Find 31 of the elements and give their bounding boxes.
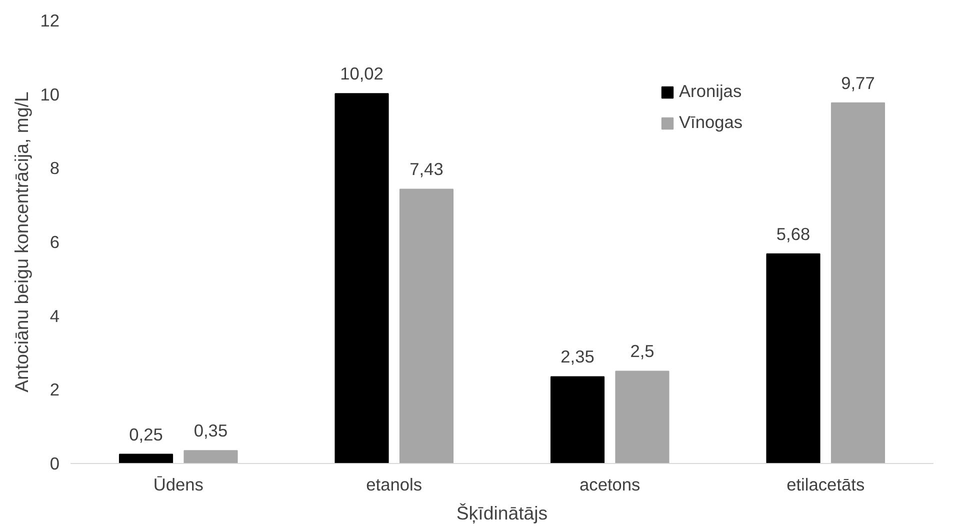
bar (334, 93, 389, 464)
data-label: 5,68 (776, 224, 810, 244)
y-tick-label: 12 (40, 10, 60, 30)
bar (830, 102, 886, 464)
y-tick-label: 4 (50, 306, 60, 326)
y-axis-title: Antociānu beigu koncentrācija, mg/L (11, 92, 32, 392)
legend-label: Vīnogas (679, 112, 743, 133)
y-tick-label: 8 (50, 158, 60, 178)
x-tick-label: Ūdens (153, 474, 204, 494)
legend-label: Aronijas (679, 81, 742, 102)
y-tick-label: 2 (50, 380, 60, 400)
bar (550, 376, 605, 464)
bar (184, 450, 238, 464)
y-tick-label: 6 (50, 232, 60, 252)
x-tick-label: acetons (580, 474, 641, 494)
data-label: 2,35 (560, 346, 594, 367)
data-label: 7,43 (410, 159, 444, 180)
bar (615, 370, 670, 464)
x-tick-label: etanols (366, 474, 422, 494)
x-tick-label: etilacetāts (786, 474, 865, 494)
bar (399, 188, 454, 464)
bar (766, 253, 820, 464)
data-label: 0,25 (129, 424, 163, 444)
data-label: 0,35 (194, 420, 228, 441)
data-label: 10,02 (340, 64, 384, 84)
bar (118, 454, 174, 464)
y-tick-label: 10 (40, 84, 60, 104)
data-label: 2,5 (630, 341, 654, 362)
data-label: 9,77 (841, 72, 875, 93)
x-axis-title: Šķīdinātājs (456, 502, 548, 524)
y-tick-label: 0 (50, 454, 60, 474)
